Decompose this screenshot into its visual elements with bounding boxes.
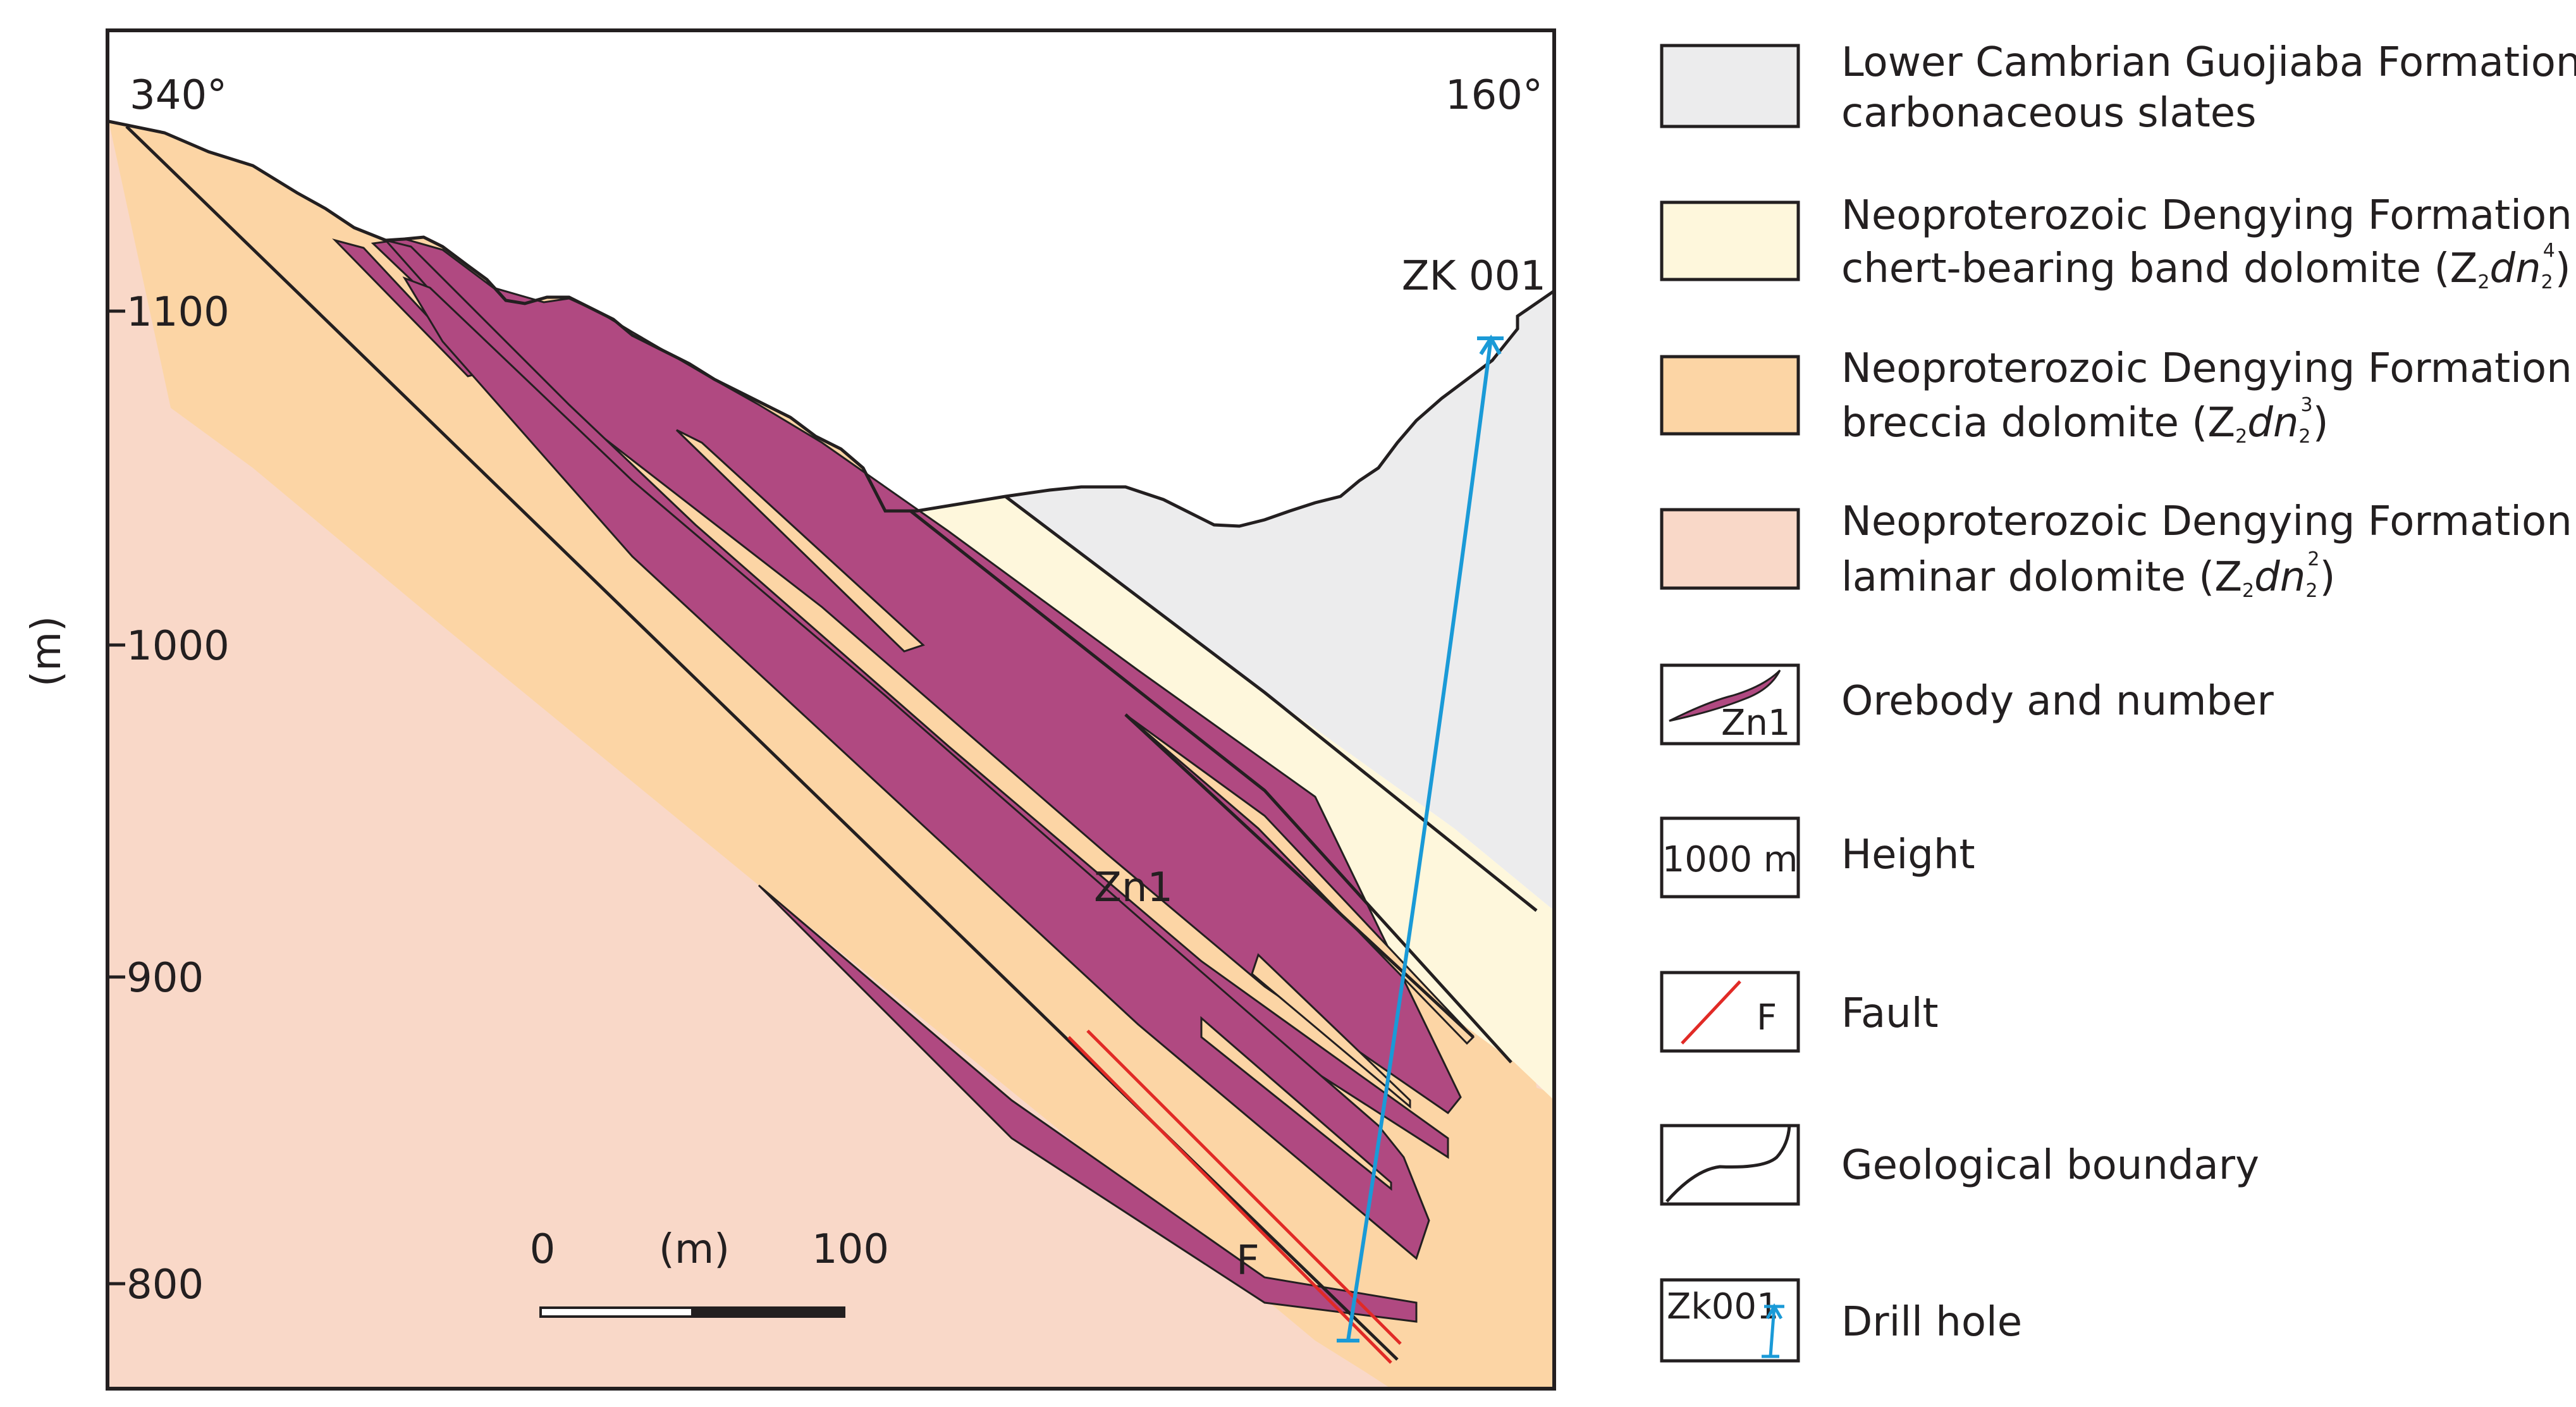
- legend-label-line2: carbonaceous slates: [1841, 90, 2256, 137]
- legend-text-main: chert-bearing band dolomite (: [1841, 245, 2450, 292]
- orebody-sliver: [1125, 713, 1475, 1045]
- legend-label-line1: Lower Cambrian Guojiaba Formation: [1841, 39, 2576, 86]
- fault-line: [1086, 1029, 1402, 1345]
- orebody-sliver: [1251, 953, 1411, 1109]
- legend-label-line2: breccia dolomite (Z2dn23): [1841, 394, 2329, 448]
- y-tick-label-900: 900: [126, 955, 204, 1002]
- scale-bar-black-segment: [691, 1306, 845, 1318]
- legend-label-line2: laminar dolomite (Z2dn22): [1841, 548, 2335, 602]
- y-axis: [107, 309, 125, 1286]
- legend-box-drill-hole: [1660, 1278, 1800, 1363]
- legend-box-boundary: [1660, 1124, 1800, 1206]
- right-bearing-label: 160°: [1445, 72, 1543, 119]
- legend-label-line1: Neoproterozoic Dengying Formation: [1841, 192, 2572, 239]
- orebody-sliver: [1200, 1016, 1392, 1191]
- ground-surface-line: [108, 120, 1554, 528]
- orebody-icon: [1669, 669, 1781, 722]
- legend-drill-hole-icon-text: Zk001: [1667, 1286, 1779, 1327]
- y-tick-label-1000: 1000: [126, 623, 230, 670]
- left-bearing-label: 340°: [130, 72, 227, 119]
- boundary-breccia-internal: [1124, 713, 1475, 1038]
- legend-orebody-icon-text: Zn1: [1721, 703, 1790, 744]
- fault-label: F: [1236, 1238, 1260, 1284]
- legend-label-drill-hole: Drill hole: [1841, 1299, 2022, 1346]
- drill-hole-icon: [1762, 1303, 1784, 1358]
- legend-label-orebody: Orebody and number: [1841, 678, 2274, 725]
- scale-bar-end-label: 100: [812, 1226, 889, 1273]
- fault-lines: [1067, 1029, 1402, 1364]
- drill-hole-arrow: [1479, 335, 1502, 355]
- legend-label-line1: Neoproterozoic Dengying Formation: [1841, 498, 2572, 545]
- cross-section: 1100 1000 900 800 (m) 340° 160° ZK 001 Z…: [23, 28, 1556, 1391]
- legend-swatch-chert-band-dolomite: [1660, 200, 1800, 281]
- scale-bar-unit-label: (m): [659, 1226, 730, 1273]
- section-frame: [106, 28, 1556, 1391]
- legend-label-fault: Fault: [1841, 990, 1939, 1037]
- legend-swatch-carbonaceous-slates: [1660, 44, 1800, 128]
- legend-label-boundary: Geological boundary: [1841, 1142, 2259, 1189]
- scale-bar: 0 (m) 100: [530, 1226, 889, 1318]
- legend-label-height: Height: [1841, 832, 1975, 878]
- legend-swatch-laminar-dolomite: [1660, 508, 1800, 590]
- geological-boundary-icon: [1665, 1125, 1791, 1203]
- scale-bar-start-label: 0: [530, 1226, 556, 1273]
- carbonaceous-slates-unit: [1005, 291, 1554, 911]
- orebody-zn1-main: [371, 238, 1462, 1115]
- orebody-lens-3: [402, 276, 1430, 1260]
- drill-hole-trace: [1346, 338, 1493, 1341]
- breccia-dolomite-unit: [109, 121, 1554, 1389]
- legend-label-line2: chert-bearing band dolomite (Z2dn24): [1841, 240, 2571, 293]
- scale-bar-white-segment: [539, 1306, 694, 1318]
- y-tick-label-1100: 1100: [126, 289, 230, 336]
- geological-boundaries: [108, 120, 1554, 1361]
- legend-swatch-breccia-dolomite: [1660, 355, 1800, 436]
- fault-line: [1067, 1036, 1392, 1364]
- y-axis-label: (m): [23, 616, 70, 687]
- orebody-lens-4: [757, 884, 1418, 1323]
- legend-label-line1: Neoproterozoic Dengying Formation: [1841, 345, 2572, 392]
- legend-height-icon-text: 1000 m: [1662, 839, 1798, 880]
- legend-box-height: [1660, 816, 1800, 899]
- y-tick-label-800: 800: [126, 1262, 204, 1308]
- boundary-chert-slates: [1004, 495, 1538, 912]
- legend: Lower Cambrian Guojiaba Formation carbon…: [1660, 39, 2576, 1363]
- legend-box-fault: [1660, 971, 1800, 1053]
- legend-fault-icon-text: F: [1757, 997, 1777, 1038]
- drill-hole-zk001: [1337, 335, 1504, 1342]
- orebody-sliver: [675, 429, 925, 653]
- orebody-label-zn1: Zn1: [1094, 864, 1173, 911]
- fault-icon: [1681, 980, 1741, 1045]
- drill-hole-label: ZK 001: [1402, 253, 1546, 300]
- boundary-breccia-chert: [909, 510, 1512, 1064]
